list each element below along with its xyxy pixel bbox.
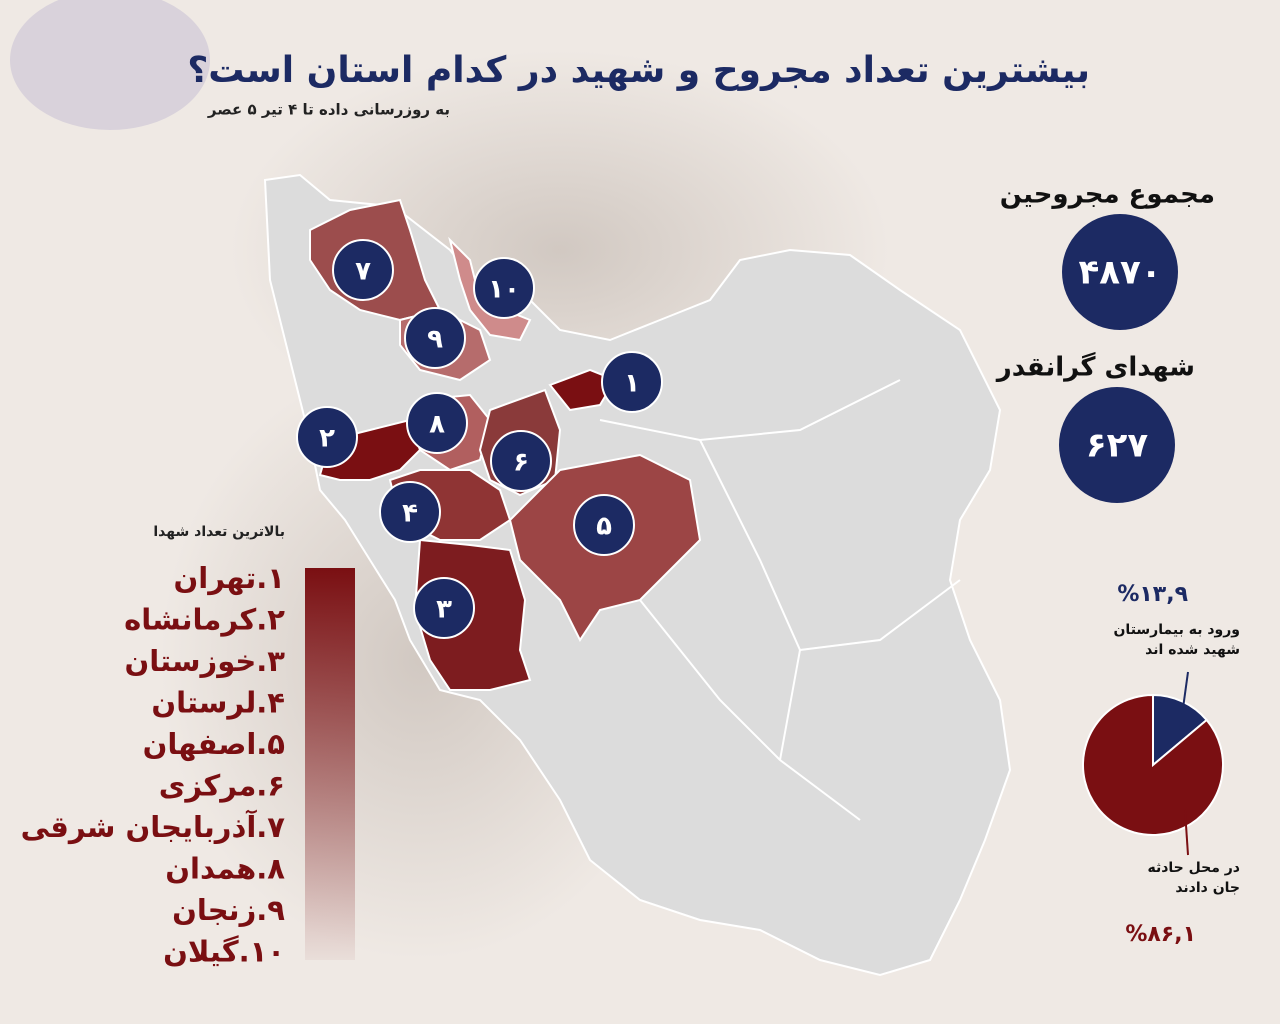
martyrs-label: شهدای گرانقدر	[995, 352, 1195, 383]
pie-value-label: %۸۶,۱	[1125, 922, 1196, 947]
map-marker-label: ۱۰	[488, 275, 520, 305]
ranking-gradient-bar	[305, 568, 355, 960]
map-marker-label: ۸	[429, 410, 445, 440]
ranking-item: ۷.آذربایجان شرقی	[21, 809, 286, 844]
map-marker	[413, 577, 475, 639]
ranking-item: ۸.همدان	[165, 852, 285, 886]
ranking-title: بالاترین تعداد شهدا	[153, 524, 285, 540]
map-marker-label: ۹	[427, 325, 443, 355]
ranking-item: ۲.کرمانشاه	[124, 603, 285, 637]
map-marker	[601, 351, 663, 413]
logo-blur	[10, 0, 210, 130]
map-marker-label: ۷	[355, 257, 371, 287]
ranking-item: ۱۰.گیلان	[163, 935, 285, 969]
map-marker	[573, 494, 635, 556]
pie-category-label: در محل حادثه جان دادند	[1147, 860, 1240, 896]
map-marker	[379, 481, 441, 543]
pie-leader	[1179, 671, 1189, 731]
map-marker-label: ۳	[436, 595, 452, 625]
ranking-item: ۱.تهران	[174, 561, 286, 595]
ranking-item: ۵.اصفهان	[143, 727, 285, 761]
map-marker	[473, 257, 535, 319]
ranking-item: ۹.زنجان	[172, 893, 285, 927]
province-borders	[599, 379, 961, 821]
pie-leader	[1184, 809, 1189, 856]
map-marker	[404, 307, 466, 369]
map-marker	[296, 406, 358, 468]
pie-label-box: ورود به بیمارستان شهید شده اند	[1113, 622, 1240, 658]
pie-slice	[1152, 693, 1209, 768]
pie-value-label: %۱۳,۹	[1117, 582, 1188, 607]
ranking-item: ۳.خوزستان	[125, 644, 286, 678]
map-marker	[490, 430, 552, 492]
pie-chart	[1081, 693, 1224, 836]
injured-value: ۴۸۷۰	[1078, 253, 1161, 293]
map-marker	[406, 392, 468, 454]
map-marker-label: ۲	[319, 424, 335, 454]
ranking-item: ۴.لرستان	[151, 686, 285, 720]
pie-category-label: ورود به بیمارستان شهید شده اند	[1113, 622, 1240, 658]
map-markers: ۱ ۲ ۳ ۴ ۵ ۶ ۷ ۸ ۹ ۱۰	[296, 239, 663, 639]
map-marker-label: ۴	[402, 499, 418, 529]
ranking-item: ۶.مرکزی	[159, 769, 285, 803]
pie-label-box: در محل حادثه جان دادند	[1147, 860, 1240, 896]
martyrs-circle	[1059, 387, 1175, 503]
injured-label: مجموع مجروحین	[1000, 180, 1215, 210]
map-marker-label: ۱	[624, 369, 640, 399]
pie-slice	[1081, 693, 1224, 836]
map-marker	[332, 239, 394, 301]
map-marker-label: ۵	[596, 512, 612, 542]
subtitle: به روزرسانی داده تا ۴ تیر ۵ عصر	[207, 101, 450, 119]
injured-circle	[1062, 214, 1178, 330]
ranking-list: ۱.تهران ۲.کرمانشاه ۳.خوزستان ۴.لرستان ۵.اصفه…	[21, 561, 286, 969]
map-marker-label: ۶	[513, 448, 529, 478]
martyrs-value: ۶۲۷	[1086, 426, 1149, 466]
title: بیشترین تعداد مجروح و شهید در کدام استان…	[187, 50, 1090, 91]
